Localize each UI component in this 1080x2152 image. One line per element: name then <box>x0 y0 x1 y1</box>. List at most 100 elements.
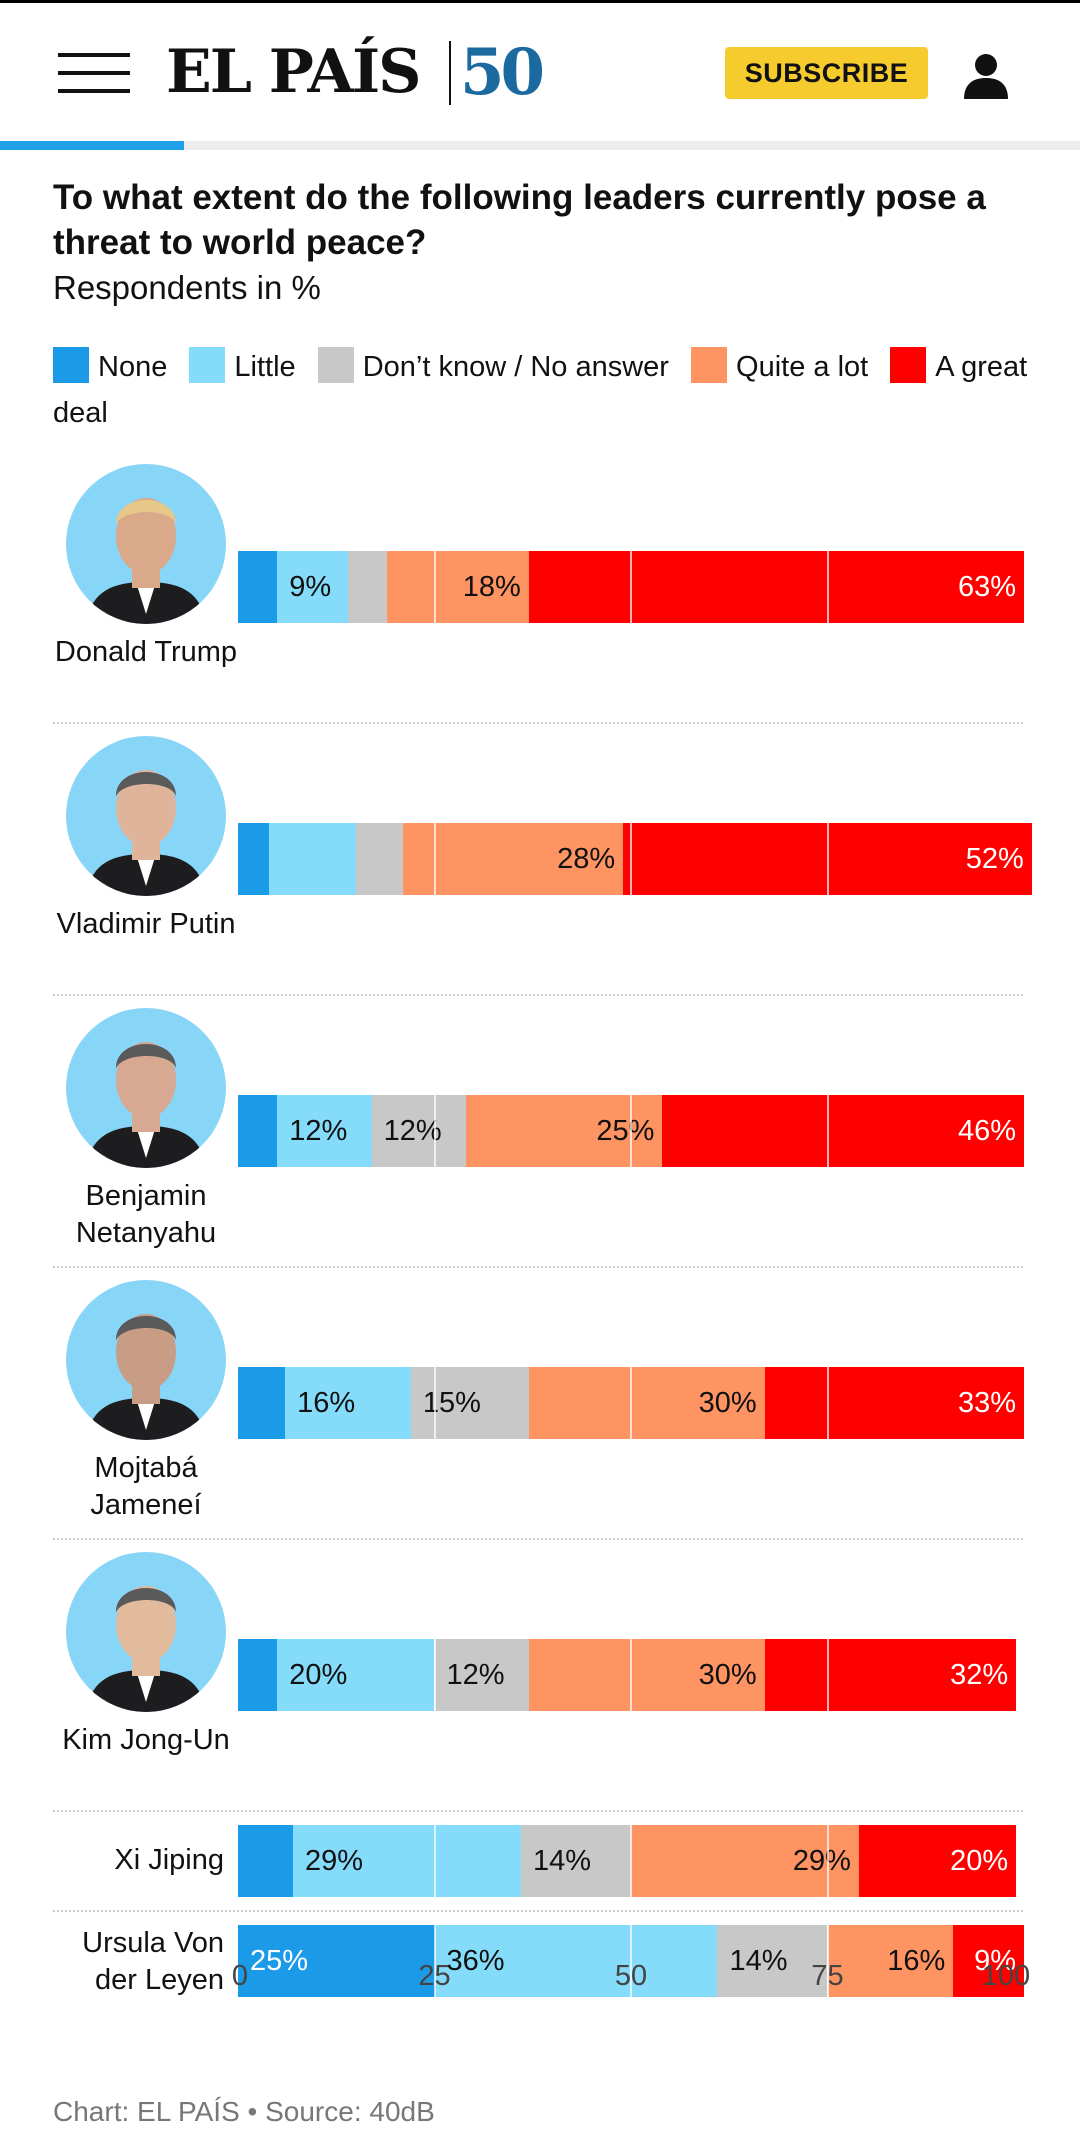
bar-segment-great_deal[interactable] <box>953 1925 1024 1997</box>
bar-value-label: 29% <box>305 1845 364 1877</box>
bar-value-label: 14% <box>729 1945 788 1977</box>
bar-value-label: 29% <box>792 1845 851 1877</box>
leader-name: Benjamin Netanyahu <box>75 1180 217 1249</box>
bar-value-label: 20% <box>289 1659 348 1691</box>
gridline-50 <box>630 1825 632 1897</box>
leader-avatar-5 <box>66 1552 226 1712</box>
bar-segment-little[interactable] <box>269 823 356 895</box>
bar-segment-none[interactable] <box>238 1825 294 1897</box>
bar-value-label: 46% <box>957 1115 1016 1147</box>
gridline-25 <box>433 1639 436 1711</box>
subscribe-button[interactable]: SUBSCRIBE <box>725 47 928 99</box>
gridline-75 <box>826 823 829 895</box>
gridline-50 <box>630 551 632 623</box>
bar-segment-little[interactable] <box>434 1925 718 1997</box>
x-axis-tick: 0 <box>231 1960 249 1992</box>
gridline-25 <box>433 823 436 895</box>
bar-value-label: 12% <box>289 1115 348 1147</box>
bar-segment-quite_a_lot[interactable] <box>465 1095 663 1167</box>
bar-segment-great_deal[interactable] <box>764 1639 1017 1711</box>
bar-value-label: 16% <box>297 1387 356 1419</box>
bar-value-label: 52% <box>965 843 1024 875</box>
legend-swatch-little <box>189 347 226 383</box>
gridline-25 <box>433 1367 436 1439</box>
bar-segment-none[interactable] <box>238 1639 278 1711</box>
legend-swatch-quite_a_lot <box>691 347 728 383</box>
bar-segment-dont_know[interactable] <box>348 551 388 623</box>
bar-segment-none[interactable] <box>238 551 278 623</box>
gridline-75 <box>826 551 829 623</box>
bar-segment-great_deal[interactable] <box>662 1095 1024 1167</box>
legend-swatch-none <box>53 347 89 383</box>
leader-avatar-3 <box>66 1008 226 1168</box>
bar-segment-none[interactable] <box>238 1367 286 1439</box>
bar-segment-great_deal[interactable] <box>764 1367 1024 1439</box>
bar-segment-none[interactable] <box>238 1925 435 1997</box>
reading-progress-bar <box>0 141 1080 150</box>
bar-value-label: 9% <box>974 1945 1016 1977</box>
bar-segment-quite_a_lot[interactable] <box>387 551 529 623</box>
legend-label: Don’t know / No answer <box>362 351 669 383</box>
gridline-50 <box>630 1095 632 1167</box>
leader-name: Vladimir Putin <box>56 908 236 940</box>
anniversary-logo: 50 <box>460 35 545 110</box>
gridline-50 <box>630 1367 632 1439</box>
legend-label: Quite a lot <box>736 351 869 383</box>
bar-segment-none[interactable] <box>238 823 270 895</box>
bar-value-label: 28% <box>557 843 616 875</box>
bar-segment-great_deal[interactable] <box>858 1825 1017 1897</box>
bar-segment-quite_a_lot[interactable] <box>827 1925 954 1997</box>
gridline-25 <box>433 1825 436 1897</box>
row-separator <box>53 1266 1023 1268</box>
x-axis-tick: 50 <box>614 1960 648 1992</box>
bar-segment-little[interactable] <box>277 1095 372 1167</box>
bar-segment-dont_know[interactable] <box>371 1095 466 1167</box>
bar-value-label: 18% <box>462 571 521 603</box>
bar-segment-dont_know[interactable] <box>717 1925 828 1997</box>
bar-segment-dont_know[interactable] <box>355 823 404 895</box>
legend-label: A great deal <box>53 351 1028 429</box>
leader-name: Ursula Von der Leyen <box>82 1927 224 1996</box>
row-separator <box>53 1538 1023 1540</box>
legend-swatch-dont_know <box>317 347 354 383</box>
bar-value-label: 36% <box>446 1945 505 1977</box>
bar-segment-little[interactable] <box>293 1825 521 1897</box>
bar-value-label: 63% <box>957 571 1016 603</box>
gridline-75 <box>826 1095 829 1167</box>
bar-segment-dont_know[interactable] <box>434 1639 529 1711</box>
gridline-75 <box>826 1925 829 1997</box>
bar-value-label: 14% <box>532 1845 591 1877</box>
legend-swatch-great_deal <box>890 347 927 383</box>
bar-segment-quite_a_lot[interactable] <box>403 823 624 895</box>
bar-segment-little[interactable] <box>277 551 349 623</box>
bar-value-label: 12% <box>446 1659 505 1691</box>
bar-value-label: 30% <box>698 1387 757 1419</box>
bar-segment-dont_know[interactable] <box>520 1825 631 1897</box>
bar-segment-quite_a_lot[interactable] <box>631 1825 859 1897</box>
bar-value-label: 20% <box>950 1845 1009 1877</box>
bar-segment-little[interactable] <box>285 1367 411 1439</box>
hamburger-menu-icon[interactable] <box>58 53 130 93</box>
legend-item-great_deal: A great deal <box>53 347 1028 429</box>
leader-name: Mojtabá Jameneí <box>90 1452 202 1521</box>
bar-segment-great_deal[interactable] <box>528 551 1024 623</box>
site-logo[interactable]: EL PAÍS <box>166 37 422 107</box>
bar-value-label: 12% <box>383 1115 442 1147</box>
bar-segment-quite_a_lot[interactable] <box>528 1367 765 1439</box>
logo-divider <box>449 41 451 105</box>
bar-segment-little[interactable] <box>277 1639 435 1711</box>
bar-segment-none[interactable] <box>238 1095 278 1167</box>
chart-title: To what extent do the following leaders … <box>53 178 986 262</box>
legend-item-quite_a_lot: Quite a lot <box>691 347 869 383</box>
legend-label: None <box>98 351 168 383</box>
user-account-icon[interactable] <box>962 53 1010 99</box>
bar-value-label: 9% <box>289 571 332 603</box>
reading-progress-fill <box>0 141 184 150</box>
bar-segment-quite_a_lot[interactable] <box>528 1639 765 1711</box>
row-separator <box>53 722 1023 724</box>
gridline-25 <box>433 1925 436 1997</box>
x-axis-tick: 100 <box>981 1960 1031 1992</box>
site-header: EL PAÍS 50 SUBSCRIBE <box>0 3 1080 141</box>
x-axis-tick: 25 <box>418 1960 451 1992</box>
bar-segment-dont_know[interactable] <box>410 1367 529 1439</box>
